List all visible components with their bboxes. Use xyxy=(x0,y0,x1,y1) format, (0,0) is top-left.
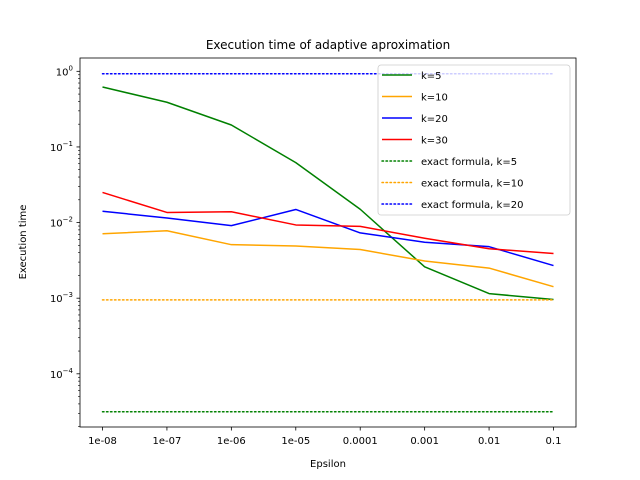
legend-label-1: k=10 xyxy=(421,93,448,104)
x-tick-label: 0.01 xyxy=(478,436,500,447)
y-tick-label: 10−2 xyxy=(50,216,73,230)
y-tick-label: 10−1 xyxy=(50,140,73,154)
y-axis-label: Execution time xyxy=(18,205,29,280)
legend-label-3: k=30 xyxy=(421,136,448,147)
series-line-0 xyxy=(102,86,554,301)
legend: k=5 k=10 k=20 k=30 exact formula, k=5 exact f… xyxy=(377,64,571,216)
axes-frame xyxy=(79,57,577,428)
x-tick-label: 0.0001 xyxy=(343,436,378,447)
legend-label-0: k=5 xyxy=(421,71,442,82)
x-tick-label: 0.001 xyxy=(410,436,439,447)
y-tick-label: 10−3 xyxy=(50,291,73,305)
y-tick-label: 100 xyxy=(56,64,73,78)
series-line-2 xyxy=(102,208,554,267)
x-tick-label: 1e-05 xyxy=(281,436,310,447)
legend-label-2: k=20 xyxy=(421,114,448,125)
legend-label-5: exact formula, k=10 xyxy=(421,179,523,190)
series-line-1 xyxy=(102,229,554,288)
y-tick-label: 10−4 xyxy=(50,367,74,381)
plot-area: 1e-08 1e-07 1e-06 1e-05 0.0001 0.001 0.01 0.1 10… xyxy=(50,57,577,447)
x-tick-label: 1e-07 xyxy=(152,436,181,447)
x-tick-label: 0.1 xyxy=(546,436,562,447)
x-tick-label: 1e-08 xyxy=(88,436,117,447)
x-axis-label: Epsilon xyxy=(310,459,346,470)
legend-label-6: exact formula, k=20 xyxy=(421,200,523,211)
legend-box xyxy=(377,64,571,216)
series-line-3 xyxy=(102,191,554,255)
chart-title: Execution time of adaptive aproximation xyxy=(206,38,450,52)
legend-label-4: exact formula, k=5 xyxy=(421,157,517,168)
x-tick-label: 1e-06 xyxy=(217,436,246,447)
